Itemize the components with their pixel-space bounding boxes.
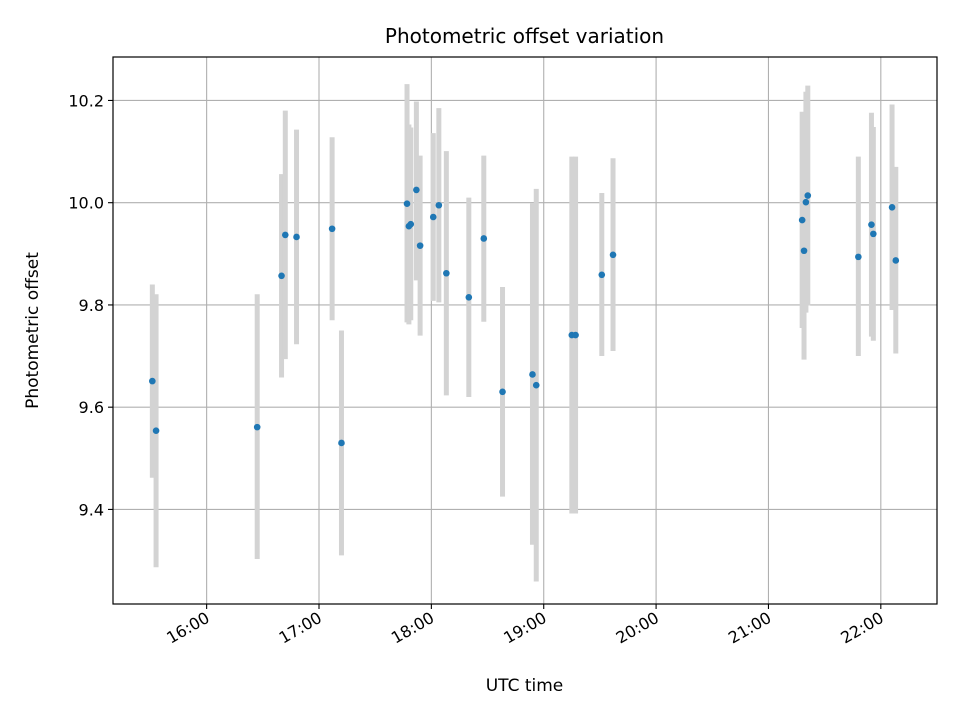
data-point bbox=[293, 233, 300, 241]
data-point bbox=[480, 235, 488, 242]
data-point bbox=[855, 253, 862, 261]
y-tick-label: 9.4 bbox=[79, 500, 104, 519]
x-axis-label: UTC time bbox=[486, 676, 564, 696]
data-point bbox=[798, 216, 806, 224]
data-point bbox=[278, 272, 285, 280]
data-point bbox=[532, 381, 540, 389]
data-point bbox=[802, 198, 810, 206]
data-point bbox=[892, 257, 900, 264]
data-point bbox=[149, 377, 156, 385]
data-point bbox=[870, 230, 877, 238]
data-point bbox=[253, 423, 261, 431]
data-point bbox=[443, 269, 450, 277]
y-tick-label: 9.6 bbox=[79, 398, 104, 417]
y-tick-label: 10.2 bbox=[68, 91, 104, 110]
data-point bbox=[338, 439, 345, 447]
data-point bbox=[416, 242, 424, 249]
data-point bbox=[499, 388, 506, 396]
data-point bbox=[328, 225, 336, 233]
data-point bbox=[429, 213, 437, 221]
data-point bbox=[413, 186, 420, 194]
data-point bbox=[281, 231, 289, 239]
data-point bbox=[407, 220, 415, 228]
y-axis: 9.4 9.6 9.8 10.0 10.2 bbox=[68, 91, 113, 519]
data-point bbox=[152, 427, 160, 434]
chart-title: Photometric offset variation bbox=[385, 24, 664, 48]
data-points bbox=[149, 186, 900, 447]
data-point bbox=[598, 271, 606, 279]
data-point bbox=[529, 371, 536, 378]
data-point bbox=[435, 201, 443, 209]
data-point bbox=[804, 192, 812, 199]
plot-area-frame bbox=[112, 56, 938, 605]
y-axis-label: Photometric offset bbox=[23, 252, 43, 409]
data-point bbox=[572, 331, 579, 339]
data-point bbox=[888, 203, 896, 211]
data-point bbox=[465, 293, 473, 301]
data-point bbox=[868, 221, 875, 228]
data-point bbox=[403, 200, 411, 208]
data-point bbox=[800, 247, 808, 255]
data-point bbox=[609, 251, 617, 259]
y-tick-label: 9.8 bbox=[79, 296, 104, 315]
y-tick-label: 10.0 bbox=[68, 194, 104, 213]
